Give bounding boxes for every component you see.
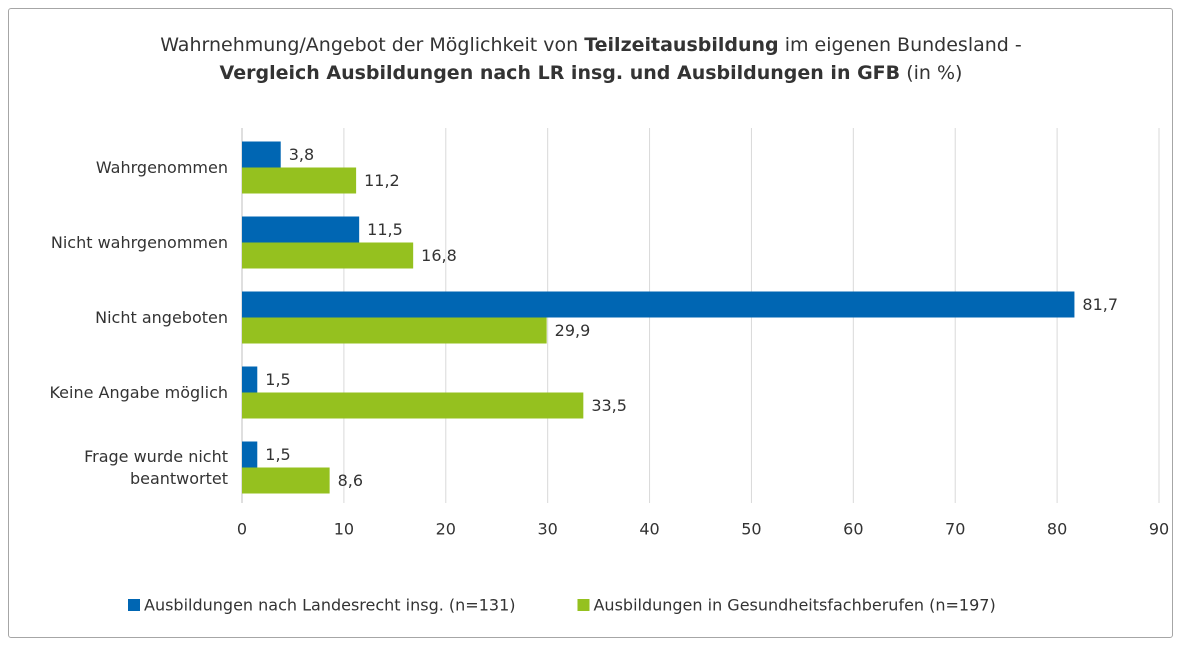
bar [242,441,258,468]
title-segment: Teilzeitausbildung [584,34,778,56]
category-text: Keine Angabe möglich [49,382,228,402]
category-label: Nicht angeboten [10,283,228,353]
x-tick-label: 60 [843,520,863,539]
bar [242,167,357,194]
x-tick-label: 0 [237,520,247,539]
x-tick-label: 50 [741,520,761,539]
value-label: 16,8 [421,246,457,265]
x-tick-label: 70 [945,520,965,539]
bar [242,392,584,419]
x-tick-label: 30 [537,520,557,539]
legend-swatch [128,599,140,611]
value-label: 81,7 [1082,295,1118,314]
bar [242,242,414,269]
bar [242,317,547,344]
title-segment: (in %) [900,62,962,84]
category-text: Wahrgenommen [95,157,228,177]
bar [242,366,258,393]
category-label: Nicht wahrgenommen [10,208,228,278]
legend-swatch [577,599,590,611]
x-tick-label: 10 [334,520,354,539]
chart-frame [8,8,1173,638]
category-text: Nicht wahrgenommen [50,232,228,252]
value-label: 11,5 [367,220,403,239]
bar [242,291,1075,318]
x-tick-label: 90 [1149,520,1169,539]
category-label: Frage wurde nicht beantwortet [10,433,228,503]
x-tick-label: 40 [639,520,659,539]
value-label: 29,9 [555,321,591,340]
x-tick-label: 20 [436,520,456,539]
category-text: Nicht angeboten [95,307,228,327]
x-tick-label: 80 [1047,520,1067,539]
title-segment: Wahrnehmung/Angebot der Möglichkeit von [160,34,584,56]
bar [242,467,330,494]
value-label: 1,5 [265,370,290,389]
value-label: 3,8 [289,145,314,164]
chart-title: Wahrnehmung/Angebot der Möglichkeit von … [160,34,1022,56]
value-label: 11,2 [364,171,400,190]
category-text: Frage wurde nicht beantwortet [84,446,228,488]
category-label: Wahrgenommen [10,133,228,203]
category-label: Keine Angabe möglich [10,358,228,428]
title-segment: im eigenen Bundesland - [779,34,1022,56]
value-label: 8,6 [338,471,363,490]
bar [242,141,281,168]
bar [242,216,360,243]
legend-label: Ausbildungen in Gesundheitsfachberufen (… [593,596,995,615]
chart-title: Vergleich Ausbildungen nach LR insg. und… [220,62,963,84]
value-label: 33,5 [591,396,627,415]
value-label: 1,5 [265,445,290,464]
title-segment: Vergleich Ausbildungen nach LR insg. und… [220,62,901,84]
legend-label: Ausbildungen nach Landesrecht insg. (n=1… [144,596,515,615]
